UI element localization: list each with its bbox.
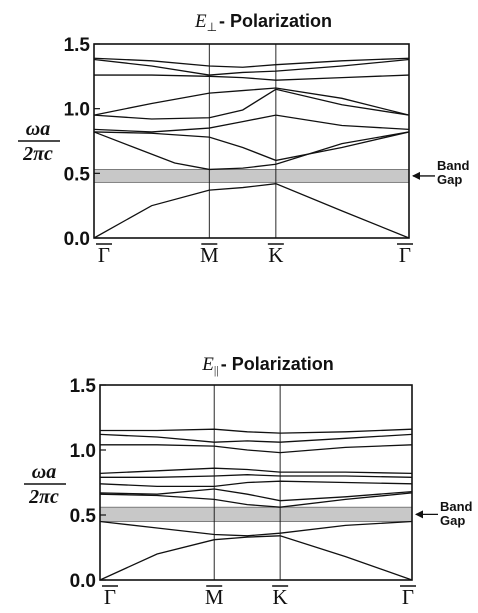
band-gap-label-line1: Band xyxy=(440,499,473,514)
x-tick-label: Γ xyxy=(98,243,110,267)
band-line-9 xyxy=(93,57,410,68)
band-line-9 xyxy=(99,433,413,443)
band-line-6 xyxy=(93,87,410,116)
plot-frame xyxy=(99,384,413,581)
band-line-7 xyxy=(99,467,413,475)
band-line-6 xyxy=(100,474,413,478)
y-axis-label-numerator: ωa xyxy=(26,118,50,140)
y-tick-label: 1.0 xyxy=(64,100,90,121)
title-subscript: ⊥ xyxy=(207,20,217,34)
band-gap-arrow-head xyxy=(415,510,423,519)
band-line-5 xyxy=(99,480,413,488)
band-line-8 xyxy=(93,58,410,76)
band-gap-label-line2: Gap xyxy=(437,172,462,187)
plot-frame xyxy=(93,43,410,239)
y-axis-label-numerator: ωa xyxy=(32,461,56,483)
y-tick-label: 0.0 xyxy=(64,229,90,250)
band-line-2 xyxy=(93,131,410,171)
title-symbol: E xyxy=(201,354,214,375)
chart-title: E⊥ - Polarization xyxy=(194,11,332,34)
x-tick-label: Γ xyxy=(399,243,411,267)
y-axis-label-denominator: 2πc xyxy=(22,143,53,165)
chart-panel-1: E⊥ - Polarization 0.0 0.5 1.0 1.5 Γ M K Γωa 2πc Ban… xyxy=(18,11,470,267)
x-tick-label: K xyxy=(268,243,283,267)
band-gap-label-line1: Band xyxy=(437,158,470,173)
band-line-5 xyxy=(93,88,410,120)
x-tick-label: M xyxy=(200,243,219,267)
y-tick-label: 1.0 xyxy=(70,441,96,462)
band-line-1 xyxy=(93,183,410,239)
x-tick-label: Γ xyxy=(104,585,116,609)
band-line-3 xyxy=(99,492,413,508)
x-tick-label: Γ xyxy=(402,585,414,609)
band-line-3 xyxy=(93,131,410,162)
title-text: - Polarization xyxy=(221,354,334,374)
band-line-10 xyxy=(100,428,413,434)
y-tick-label: 0.5 xyxy=(64,164,91,185)
x-tick-label: K xyxy=(273,585,288,609)
band-line-7 xyxy=(94,74,410,81)
title-subscript: || xyxy=(214,363,219,377)
y-tick-label: 1.5 xyxy=(64,35,91,56)
y-axis-label-denominator: 2πc xyxy=(28,486,59,508)
band-gap-label-line2: Gap xyxy=(440,513,465,528)
band-line-4 xyxy=(99,488,413,502)
band-line-4 xyxy=(93,114,410,133)
chart-panel-2: E|| - Polarization 0.0 0.5 1.0 1.5 Γ M K Γωa 2πc Ba… xyxy=(24,354,473,609)
title-text: - Polarization xyxy=(219,11,332,31)
x-tick-label: M xyxy=(205,585,224,609)
band-gap-arrow-head xyxy=(412,171,420,180)
title-symbol: E xyxy=(194,11,207,32)
y-tick-label: 0.5 xyxy=(70,506,97,527)
band-line-1 xyxy=(99,535,413,581)
band-gap-region xyxy=(99,506,413,522)
chart-title: E|| - Polarization xyxy=(201,354,333,377)
band-gap-region xyxy=(93,169,410,183)
y-tick-label: 0.0 xyxy=(70,571,96,592)
y-tick-label: 1.5 xyxy=(70,376,97,397)
band-line-8 xyxy=(100,444,413,454)
band-line-2 xyxy=(99,520,413,537)
